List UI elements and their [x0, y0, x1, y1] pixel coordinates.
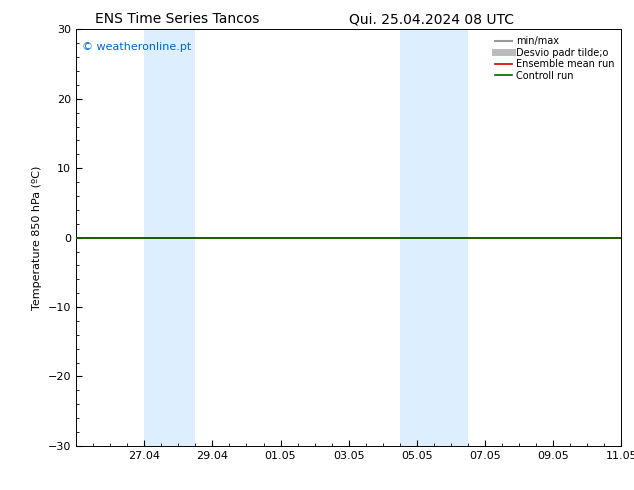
Text: © weatheronline.pt: © weatheronline.pt: [82, 42, 191, 52]
Legend: min/max, Desvio padr tilde;o, Ensemble mean run, Controll run: min/max, Desvio padr tilde;o, Ensemble m…: [493, 34, 616, 82]
Y-axis label: Temperature 850 hPa (ºC): Temperature 850 hPa (ºC): [32, 166, 42, 310]
Bar: [400, 29, 468, 446]
Bar: [144, 29, 195, 446]
Text: ENS Time Series Tancos: ENS Time Series Tancos: [95, 12, 260, 26]
Text: Qui. 25.04.2024 08 UTC: Qui. 25.04.2024 08 UTC: [349, 12, 514, 26]
